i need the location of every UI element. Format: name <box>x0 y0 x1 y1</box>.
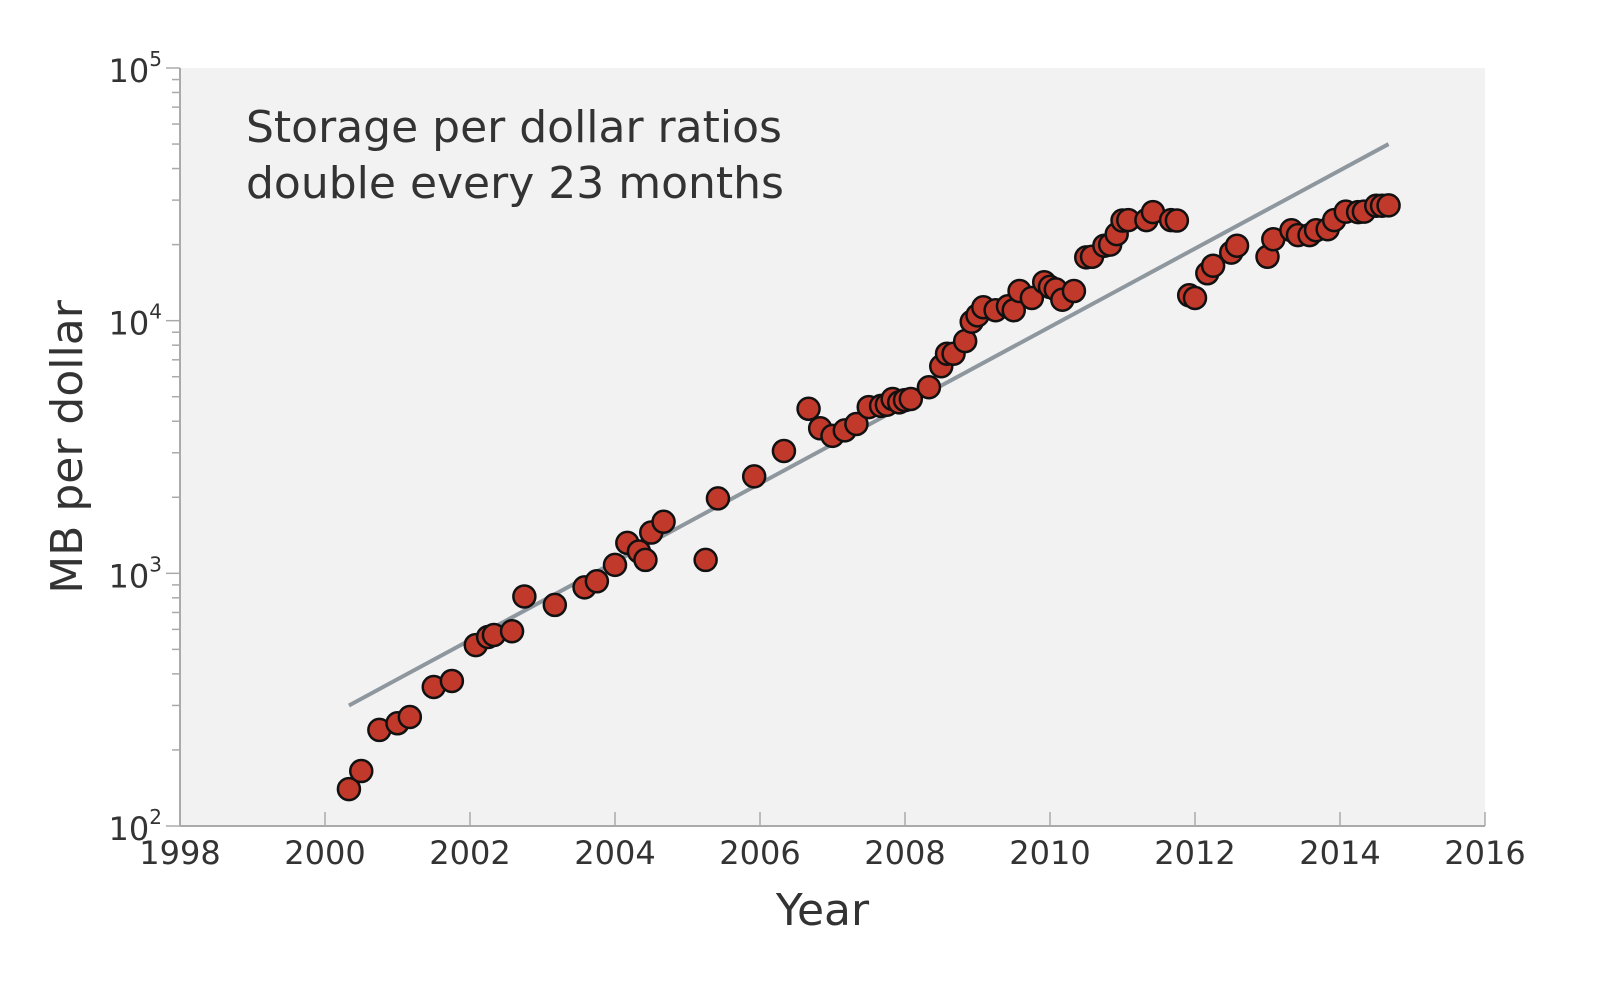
data-point <box>705 486 731 511</box>
y-tick-label: 102 <box>109 805 162 848</box>
axes <box>166 67 1486 827</box>
tick-labels: 1998 2000 2002 2004 2006 2008 2010 2012 2014 2016… <box>109 47 1526 872</box>
data-point <box>844 411 869 437</box>
data-point <box>898 386 924 412</box>
data-points <box>336 193 1401 802</box>
data-point <box>1224 233 1250 258</box>
data-point <box>602 552 628 578</box>
data-point <box>1061 278 1087 304</box>
data-point <box>542 592 568 618</box>
x-tick-label: 2012 <box>1154 834 1235 872</box>
data-point <box>512 584 537 609</box>
data-point <box>1019 285 1045 311</box>
x-tick-label: 2004 <box>574 834 655 872</box>
data-point <box>336 776 362 802</box>
data-point <box>651 509 676 535</box>
data-point <box>499 618 525 644</box>
data-point <box>1200 253 1226 278</box>
x-tick-label: 2000 <box>284 834 365 872</box>
x-tick-label: 2014 <box>1299 834 1380 872</box>
x-tick-label: 2002 <box>429 834 510 872</box>
data-point <box>439 668 465 694</box>
trend-line-group <box>347 142 1390 708</box>
x-tick-label: 1998 <box>139 834 220 872</box>
y-tick-label: 103 <box>109 552 162 595</box>
trend-line <box>347 142 1390 708</box>
y-axis-title: MB per dollar <box>42 299 93 593</box>
data-point <box>584 569 610 594</box>
data-point <box>796 396 821 422</box>
data-point <box>1182 285 1208 311</box>
data-point <box>741 464 767 489</box>
x-tick-label: 2016 <box>1444 834 1525 872</box>
data-point <box>916 375 942 400</box>
data-point <box>1376 193 1401 218</box>
x-tick-label: 2010 <box>1009 834 1090 872</box>
data-point <box>1164 208 1190 233</box>
y-tick-label: 105 <box>109 47 162 90</box>
data-point <box>349 758 374 784</box>
x-tick-label: 2006 <box>719 834 800 872</box>
y-tick-label: 104 <box>109 300 162 343</box>
data-point <box>771 438 797 464</box>
data-point <box>693 547 718 573</box>
x-axis-title: Year <box>775 885 870 936</box>
data-point <box>397 704 423 730</box>
data-point <box>633 547 658 573</box>
x-tick-label: 2008 <box>864 834 945 872</box>
chart-annotation: Storage per dollar ratios double every 23… <box>246 102 784 209</box>
